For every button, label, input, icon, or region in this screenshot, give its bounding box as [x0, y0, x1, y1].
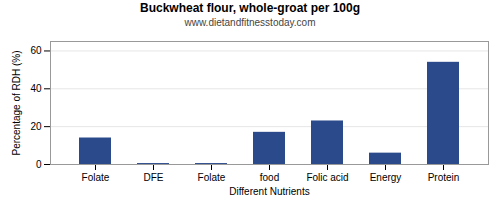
svg-text:20: 20: [30, 121, 42, 132]
svg-text:Folic acid: Folic acid: [306, 172, 348, 183]
svg-text:food: food: [260, 172, 279, 183]
svg-text:0: 0: [36, 159, 42, 170]
svg-text:Different Nutrients: Different Nutrients: [229, 186, 309, 197]
svg-text:Energy: Energy: [370, 172, 402, 183]
html-text:www.dietandfitnesstoday.com: www.dietandfitnesstoday.com: [184, 17, 316, 28]
svg-text:Folate: Folate: [198, 172, 226, 183]
html-text:Buckwheat flour, whole-groat p: Buckwheat flour, whole-groat per 100g: [140, 1, 360, 15]
svg-text:Percentage of RDH (%): Percentage of RDH (%): [11, 50, 22, 155]
svg-text:DFE: DFE: [144, 172, 164, 183]
svg-text:Folate: Folate: [82, 172, 110, 183]
svg-text:40: 40: [30, 83, 42, 94]
svg-text:Protein: Protein: [428, 172, 460, 183]
svg-text:60: 60: [30, 45, 42, 56]
